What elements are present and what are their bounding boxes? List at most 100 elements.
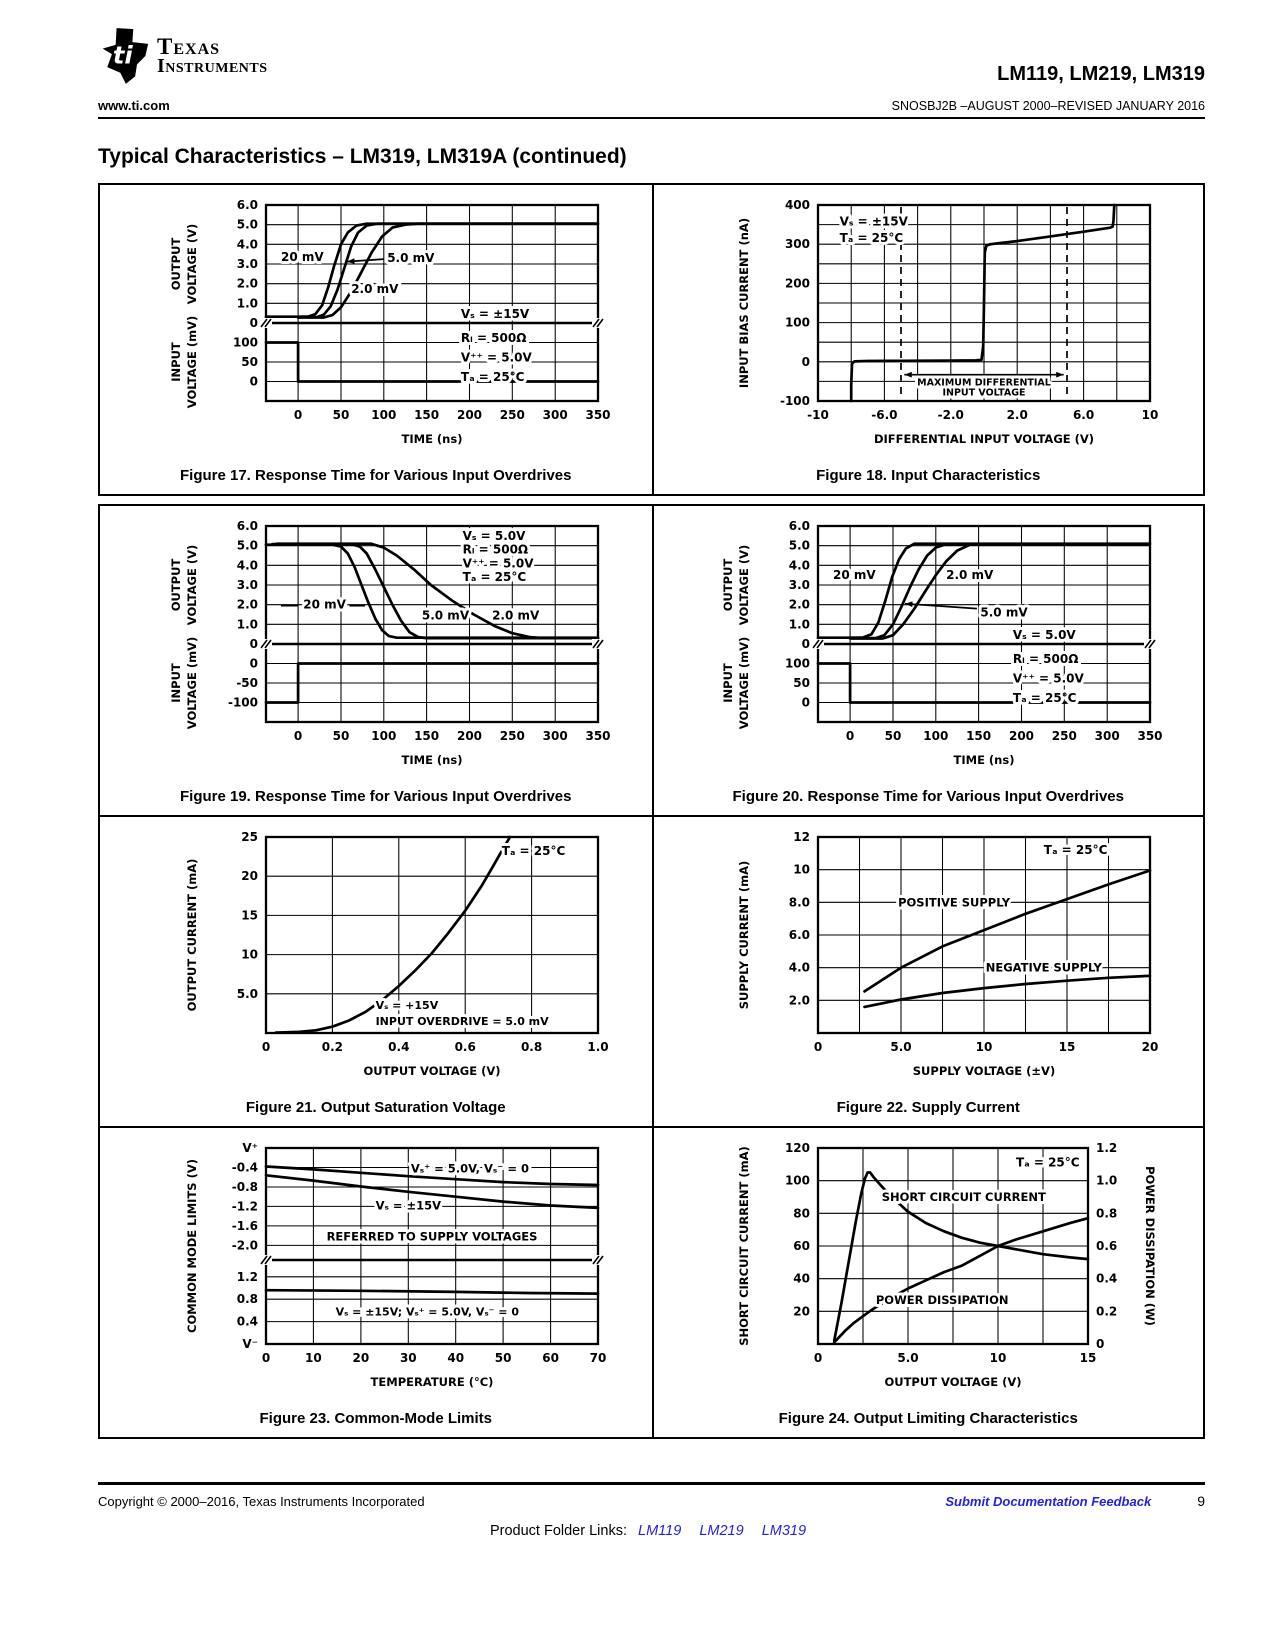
y-tick-label: 20: [241, 869, 258, 883]
axis-break-mark: [260, 318, 268, 328]
annotation: 2.0 mV: [946, 568, 994, 582]
annotation: 2.0 mV: [492, 609, 540, 623]
chart-svg-figure-17-response-time-for-various-input-overdrives: 6.0 5.0 4.0 3.0 2.0 1.0 0 OUTPUT VOLTAGE (V) 20 m…: [169, 198, 611, 446]
y-tick-label: 6.0: [236, 198, 257, 212]
arrow-head: [346, 258, 355, 264]
product-link-lm319[interactable]: LM319: [761, 1523, 807, 1539]
x-tick-label: -10: [807, 408, 829, 422]
annotation: Tₐ = 25°C: [462, 570, 526, 584]
x-axis-label: SUPPLY VOLTAGE (±V): [913, 1064, 1055, 1078]
x-tick-label: 200: [1009, 729, 1034, 743]
plot-frame: [817, 835, 1152, 1035]
y-axis-label: OUTPUT: [169, 559, 183, 612]
submit-feedback-link[interactable]: Submit Documentation Feedback: [945, 1494, 1152, 1509]
x-tick-label: 100: [371, 729, 396, 743]
y-tick-label: 5.0: [236, 987, 257, 1001]
chart-svg-figure-22-supply-current: 12 10 8.0 6.0 4.0 2.0 SUPPLY CURRENT (mA) Tₐ = …: [737, 830, 1158, 1078]
axis-break-mark: [260, 1255, 268, 1265]
x-tick-label: 50: [332, 408, 349, 422]
y-tick-label: 0: [802, 355, 810, 369]
figure-17-chart: 6.0 5.0 4.0 3.0 2.0 1.0 0 OUTPUT VOLTAGE (V) 20 m…: [116, 193, 636, 463]
x-tick-label: 150: [414, 729, 439, 743]
y-tick-label: 5.0: [236, 539, 257, 553]
figure-24-caption: Figure 24. Output Limiting Characteristi…: [778, 1410, 1078, 1427]
axis-break-mask: [259, 639, 272, 649]
y-axis-label: SHORT CIRCUIT CURRENT (mA): [737, 1146, 751, 1346]
x-tick-label: 10: [305, 1351, 322, 1365]
page-number: 9: [1197, 1493, 1205, 1509]
x-tick-label: 10: [976, 1040, 993, 1054]
x-tick-label: 200: [457, 729, 482, 743]
x-tick-label: 15: [1059, 1040, 1076, 1054]
footer-rule: [98, 1482, 1205, 1485]
curve-5-0-mv: [296, 222, 598, 319]
y-tick-label: -50: [236, 676, 258, 690]
annotation: Rₗ = 500Ω: [462, 543, 528, 557]
curve-input-step: [264, 662, 600, 704]
y-tick-label: 6.0: [236, 519, 257, 533]
ti-website-link[interactable]: www.ti.com: [98, 98, 170, 113]
arrow-head: [1056, 371, 1064, 378]
x-tick-label: 15: [1080, 1351, 1097, 1365]
annotation: 20 mV: [833, 568, 876, 582]
x-tick-label: 0: [294, 408, 302, 422]
y-tick-label: -0.8: [232, 1180, 258, 1194]
curve-positive-supply: [863, 869, 1152, 993]
figure-20-caption: Figure 20. Response Time for Various Inp…: [732, 788, 1124, 805]
plot-frame: [264, 321, 599, 403]
y-tick-label: 5.0: [789, 539, 810, 553]
y-tick-label: 4.0: [789, 558, 810, 572]
y-tick-label: 400: [785, 198, 810, 212]
curve-input-step: [264, 341, 600, 383]
product-link-lm119[interactable]: LM119: [638, 1523, 682, 1539]
plot-frame: [264, 642, 599, 724]
curve-limit-15v: [264, 1173, 600, 1210]
y-tick-label: 0: [249, 657, 257, 671]
figure-cell-23: V⁺ -0.4 -0.8 -1.2 -1.6 -2.0 COMMON MODE LIMITS…: [100, 1126, 652, 1437]
axis-break-mask: [591, 318, 604, 328]
x-tick-label: 50: [494, 1351, 511, 1365]
axis-break-mark: [592, 318, 600, 328]
x-axis-label: OUTPUT VOLTAGE (V): [363, 1064, 500, 1078]
y-tick-label: 0.8: [236, 1292, 257, 1306]
x-tick-label: 10: [1142, 408, 1159, 422]
curve-short-circuit-current: [833, 1171, 1090, 1343]
x-tick-label: 0: [262, 1040, 270, 1054]
y-axis-label: VOLTAGE (mV): [185, 316, 199, 408]
y-tick-label: V⁻: [242, 1337, 258, 1351]
product-links-label: Product Folder Links:: [489, 1523, 627, 1539]
y-tick-label: 4.0: [236, 237, 257, 251]
figure-23-chart: V⁺ -0.4 -0.8 -1.2 -1.6 -2.0 COMMON MODE LIMITS…: [116, 1136, 636, 1406]
figure-cell-20: 6.0 5.0 4.0 3.0 2.0 1.0 0 OUTPUT VOLTAGE (V) 20 m…: [651, 506, 1203, 815]
y-axis-label: VOLTAGE (V): [185, 545, 199, 625]
x-axis-label: DIFFERENTIAL INPUT VOLTAGE (V): [874, 432, 1094, 446]
y-tick-label: 50: [241, 355, 258, 369]
x-axis-label: OUTPUT VOLTAGE (V): [885, 1375, 1022, 1389]
x-tick-label: -6.0: [872, 408, 898, 422]
figure-cell-21: 25 20 15 10 5.0 OUTPUT CURRENT (mA) Tₐ = 25°C V…: [100, 815, 652, 1126]
page-header: ti Texas Instruments LM119, LM219, LM319…: [98, 26, 1205, 119]
y-tick-label: 3.0: [236, 578, 257, 592]
section-title: Typical Characteristics – LM319, LM319A …: [98, 145, 627, 168]
x-tick-label: 1.0: [587, 1040, 608, 1054]
brand-texas: Texas: [157, 33, 221, 59]
y-tick-label: 0: [249, 375, 257, 389]
x-tick-label: 0.4: [388, 1040, 409, 1054]
y-tick-label: -1.6: [232, 1219, 258, 1233]
curve-2-0-mv: [275, 542, 598, 640]
x-tick-label: 0.6: [454, 1040, 475, 1054]
figure-23-caption: Figure 23. Common-Mode Limits: [259, 1410, 492, 1427]
y-tick-label: 100: [233, 336, 258, 350]
doc-revision-line: SNOSBJ2B –AUGUST 2000–REVISED JANUARY 20…: [891, 99, 1205, 113]
y2-tick-label: 0: [1096, 1337, 1104, 1351]
x-tick-label: 6.0: [1073, 408, 1094, 422]
y-axis-label: OUTPUT: [169, 238, 183, 291]
product-link-lm219[interactable]: LM219: [699, 1523, 744, 1539]
x-tick-label: 0: [814, 1040, 822, 1054]
y-tick-label: 1.0: [236, 296, 257, 310]
x-tick-label: 0: [846, 729, 854, 743]
annotation: Tₐ = 25°C: [1044, 843, 1108, 857]
y-tick-label: 1.0: [789, 617, 810, 631]
annotation: POWER DISSIPATION: [876, 1293, 1009, 1307]
